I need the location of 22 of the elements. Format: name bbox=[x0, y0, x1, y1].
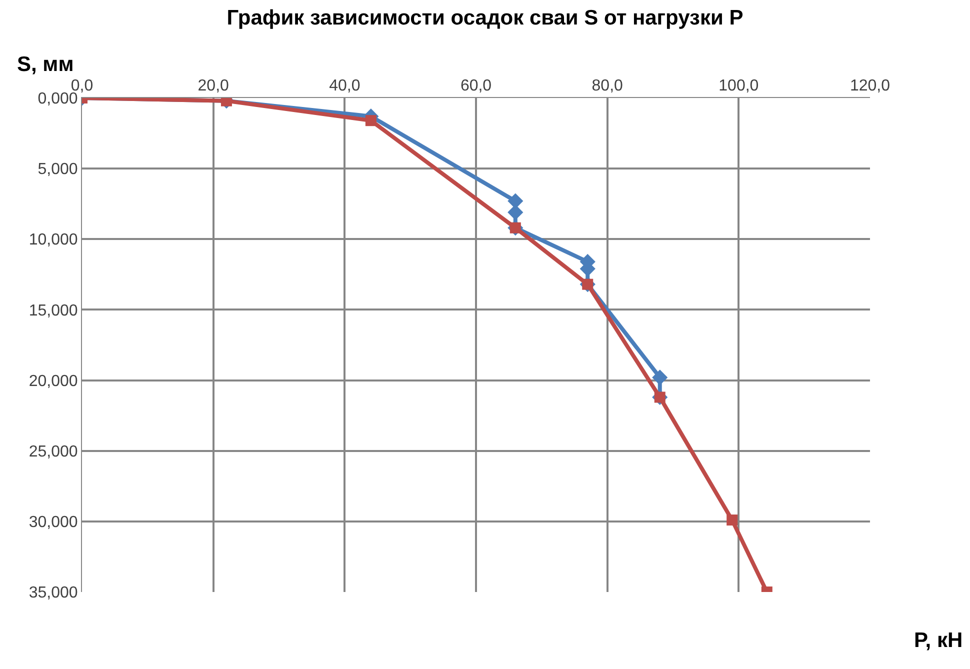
x-tick-label: 40,0 bbox=[329, 78, 360, 95]
y-tick-label: 5,000 bbox=[38, 161, 78, 178]
point bbox=[365, 115, 376, 126]
point bbox=[652, 370, 668, 386]
x-tick-label: 120,0 bbox=[850, 78, 890, 95]
y-axis-title: S, мм bbox=[17, 53, 74, 76]
x-tick-label: 80,0 bbox=[592, 78, 623, 95]
point bbox=[726, 514, 738, 526]
point bbox=[508, 193, 524, 209]
y-tick-label: 0,000 bbox=[38, 90, 78, 108]
y-tick-label: 10,000 bbox=[28, 232, 78, 249]
point bbox=[508, 204, 524, 220]
x-tick-label: 20,0 bbox=[198, 78, 229, 95]
x-axis-title: P, кН bbox=[914, 629, 963, 652]
y-tick-label: 35,000 bbox=[28, 584, 78, 602]
x-tick-label: 60,0 bbox=[460, 78, 492, 95]
x-tick-label: 100,0 bbox=[718, 78, 759, 95]
chart-title: График зависимости осадок сваи S от нагрузки P bbox=[226, 6, 744, 30]
y-tick-label: 25,000 bbox=[28, 443, 78, 460]
y-tick-label: 30,000 bbox=[28, 514, 78, 532]
y-tick-label: 15,000 bbox=[28, 302, 78, 320]
y-tick-label: 20,000 bbox=[28, 372, 78, 390]
